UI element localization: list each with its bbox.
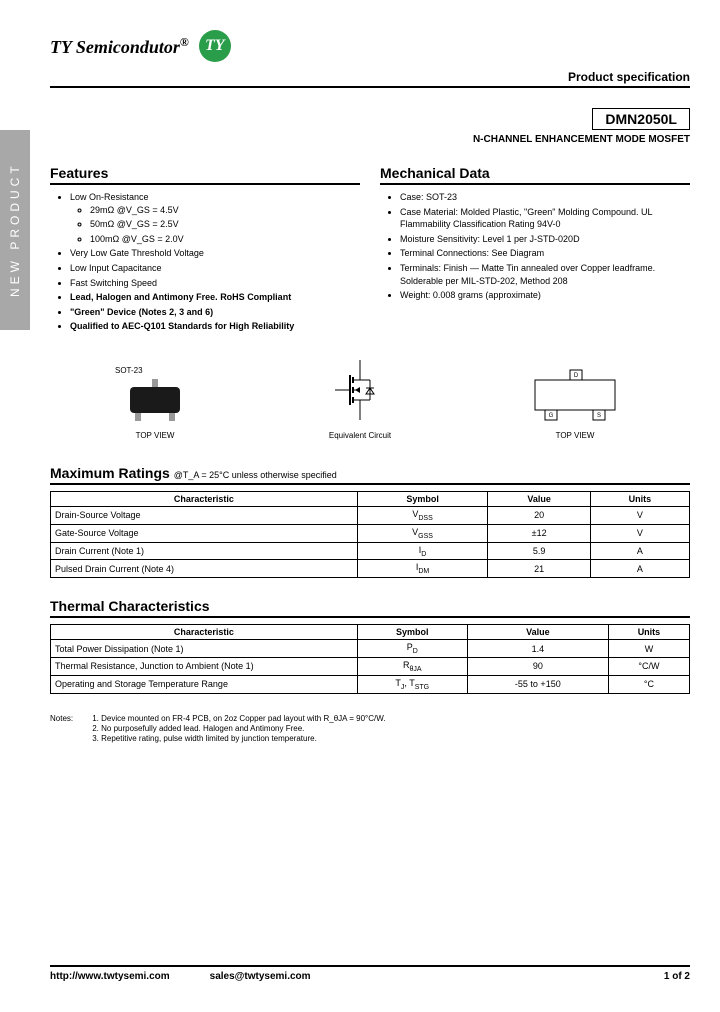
topview-label: TOP VIEW xyxy=(115,431,195,440)
th: Characteristic xyxy=(51,625,358,640)
diagrams-row: SOT-23 TOP VIEW xyxy=(50,355,690,440)
feature-item: Low Input Capacitance xyxy=(70,262,360,275)
table-row: Thermal Resistance, Junction to Ambient … xyxy=(51,657,690,675)
circuit-svg xyxy=(325,355,395,425)
sot23-label: SOT-23 xyxy=(115,366,195,375)
page-number: 1 of 2 xyxy=(664,971,690,982)
table-row: Drain-Source VoltageVDSS20V xyxy=(51,506,690,524)
table-row: Total Power Dissipation (Note 1)PD1.4W xyxy=(51,640,690,658)
feature-item-bold: Qualified to AEC-Q101 Standards for High… xyxy=(70,320,360,333)
sidebar-tag: NEW PRODUCT xyxy=(0,130,30,330)
mechanical-item: Terminal Connections: See Diagram xyxy=(400,247,690,260)
mechanical-column: Mechanical Data Case: SOT-23 Case Materi… xyxy=(380,165,690,335)
note-item: 2. No purposefully added lead. Halogen a… xyxy=(92,724,385,733)
table-row: Operating and Storage Temperature RangeT… xyxy=(51,675,690,693)
mechanical-item: Terminals: Finish — Matte Tin annealed o… xyxy=(400,262,690,287)
mechanical-title: Mechanical Data xyxy=(380,165,690,185)
part-number: DMN2050L xyxy=(592,108,690,130)
notes-section: Notes: 1. Device mounted on FR-4 PCB, on… xyxy=(50,714,690,744)
table-header-row: Characteristic Symbol Value Units xyxy=(51,491,690,506)
feature-subitem: 50mΩ @V_GS = 2.5V xyxy=(90,218,360,231)
product-spec-label: Product specification xyxy=(50,70,690,88)
table-row: Drain Current (Note 1)ID5.9A xyxy=(51,542,690,560)
company-logo: TY xyxy=(199,30,231,62)
mechanical-item: Case Material: Molded Plastic, "Green" M… xyxy=(400,206,690,231)
company-name: TY Semicondutor® xyxy=(50,35,189,58)
mechanical-item: Weight: 0.008 grams (approximate) xyxy=(400,289,690,302)
notes-list: 1. Device mounted on FR-4 PCB, on 2oz Co… xyxy=(92,714,385,744)
mechanical-list: Case: SOT-23 Case Material: Molded Plast… xyxy=(380,191,690,302)
svg-text:G: G xyxy=(549,413,554,419)
th: Symbol xyxy=(357,625,467,640)
topview2-label: TOP VIEW xyxy=(525,431,625,440)
sot23-image xyxy=(115,377,195,427)
feature-item: Low On-Resistance 29mΩ @V_GS = 4.5V 50mΩ… xyxy=(70,191,360,245)
thermal-title: Thermal Characteristics xyxy=(50,598,690,618)
equivcircuit-label: Equivalent Circuit xyxy=(325,431,395,440)
part-number-box: DMN2050L xyxy=(50,108,690,130)
th: Units xyxy=(608,625,689,640)
subtitle: N-CHANNEL ENHANCEMENT MODE MOSFET xyxy=(50,134,690,145)
features-list: Low On-Resistance 29mΩ @V_GS = 4.5V 50mΩ… xyxy=(50,191,360,333)
note-item: 1. Device mounted on FR-4 PCB, on 2oz Co… xyxy=(92,714,385,723)
th: Characteristic xyxy=(51,491,358,506)
circuit-diagram: Equivalent Circuit xyxy=(325,355,395,440)
notes-label: Notes: xyxy=(50,714,90,723)
thermal-table: Characteristic Symbol Value Units Total … xyxy=(50,624,690,693)
features-title: Features xyxy=(50,165,360,185)
package-diagram: SOT-23 TOP VIEW xyxy=(115,366,195,440)
page-content: TY Semicondutor® TY Product specificatio… xyxy=(50,30,690,982)
footer-url: http://www.twtysemi.com xyxy=(50,971,170,982)
feature-item-bold: Lead, Halogen and Antimony Free. RoHS Co… xyxy=(70,291,360,304)
mechanical-item: Case: SOT-23 xyxy=(400,191,690,204)
th: Value xyxy=(467,625,608,640)
th: Symbol xyxy=(357,491,488,506)
header: TY Semicondutor® TY xyxy=(50,30,690,62)
table-header-row: Characteristic Symbol Value Units xyxy=(51,625,690,640)
mechanical-item: Moisture Sensitivity: Level 1 per J-STD-… xyxy=(400,233,690,246)
note-item: 3. Repetitive rating, pulse width limite… xyxy=(92,734,385,743)
footer: http://www.twtysemi.com sales@twtysemi.c… xyxy=(50,965,690,982)
feature-subitem: 29mΩ @V_GS = 4.5V xyxy=(90,204,360,217)
th: Units xyxy=(590,491,689,506)
svg-text:S: S xyxy=(597,413,601,419)
footer-email: sales@twtysemi.com xyxy=(210,971,311,982)
max-ratings-title: Maximum Ratings @T_A = 25°C unless other… xyxy=(50,465,690,485)
feature-subitem: 100mΩ @V_GS = 2.0V xyxy=(90,233,360,246)
outline-svg: D G S xyxy=(525,365,625,425)
feature-item-bold: "Green" Device (Notes 2, 3 and 6) xyxy=(70,306,360,319)
outline-diagram: D G S TOP VIEW xyxy=(525,365,625,440)
svg-text:D: D xyxy=(574,373,579,379)
feature-item: Fast Switching Speed xyxy=(70,277,360,290)
table-row: Pulsed Drain Current (Note 4)IDM21A xyxy=(51,560,690,578)
features-column: Features Low On-Resistance 29mΩ @V_GS = … xyxy=(50,165,360,335)
table-row: Gate-Source VoltageVGSS±12V xyxy=(51,524,690,542)
th: Value xyxy=(488,491,590,506)
feature-item: Very Low Gate Threshold Voltage xyxy=(70,247,360,260)
max-ratings-table: Characteristic Symbol Value Units Drain-… xyxy=(50,491,690,578)
